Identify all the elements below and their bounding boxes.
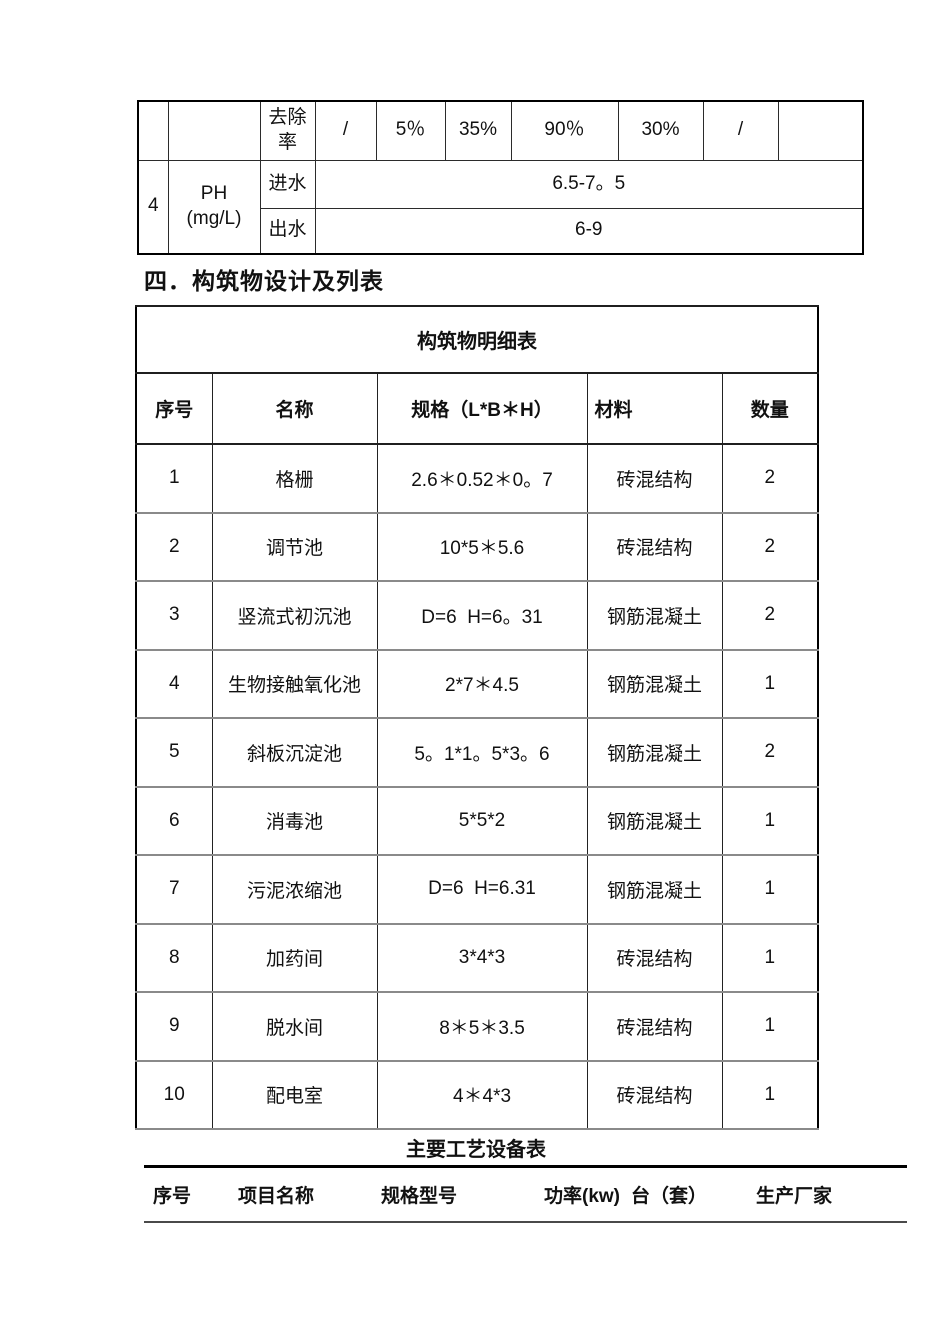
influent-value: 6.5-7。5 bbox=[314, 159, 864, 209]
equip-header-item-name: 项目名称 bbox=[238, 1186, 315, 1207]
table-row: 7 污泥浓缩池 D=6 H=6.31 钢筋混凝土 1 bbox=[135, 854, 819, 925]
removal-rate-value: 90％ bbox=[510, 100, 619, 161]
cell-no: 6 bbox=[135, 785, 213, 856]
removal-rate-value: 5％ bbox=[375, 100, 446, 161]
table-row: 8 加药间 3*4*3 砖混结构 1 bbox=[135, 922, 819, 993]
parameter-cell: PH (mg/L) bbox=[167, 159, 261, 255]
cell-spec: 8＊5＊3.5 bbox=[376, 991, 588, 1062]
cell-spec: 10*5＊5.6 bbox=[376, 511, 588, 582]
equip-header-no: 序号 bbox=[153, 1186, 192, 1207]
cell-material: 砖混结构 bbox=[586, 991, 723, 1062]
removal-rate-value: / bbox=[702, 100, 779, 161]
table-row: 2 调节池 10*5＊5.6 砖混结构 2 bbox=[135, 511, 819, 582]
table-cell bbox=[777, 100, 864, 161]
cell-spec: 2.6＊0.52＊0。7 bbox=[376, 443, 588, 514]
table-row: 4 PH (mg/L) 进水 6.5-7。5 bbox=[137, 159, 864, 255]
cell-material: 砖混结构 bbox=[586, 922, 723, 993]
table-row: 去除率 / 5％ 35% 90％ 30% / bbox=[137, 100, 864, 161]
influent-label: 进水 bbox=[259, 159, 316, 209]
cell-spec: 5。1*1。5*3。6 bbox=[376, 717, 588, 788]
table-row: 出水 6-9 bbox=[138, 207, 864, 255]
cell-qty: 2 bbox=[721, 717, 819, 788]
column-header-qty: 数量 bbox=[721, 372, 819, 445]
cell-qty: 2 bbox=[721, 580, 819, 651]
cell-no: 5 bbox=[135, 717, 213, 788]
cell-name: 格栅 bbox=[211, 443, 378, 514]
table-row: 5 斜板沉淀池 5。1*1。5*3。6 钢筋混凝土 2 bbox=[135, 717, 819, 788]
table-header-row: 序号 名称 规格（L*B＊H） 材料 数量 bbox=[135, 372, 819, 445]
cell-qty: 1 bbox=[721, 785, 819, 856]
section-heading: 四．构筑物设计及列表 bbox=[144, 268, 384, 294]
equip-header-manufacturer: 生产厂家 bbox=[756, 1186, 833, 1207]
cell-no: 9 bbox=[135, 991, 213, 1062]
cell-qty: 1 bbox=[721, 922, 819, 993]
column-header-no: 序号 bbox=[135, 372, 213, 445]
cell-spec: 4＊4*3 bbox=[376, 1059, 588, 1130]
table-row: 6 消毒池 5*5*2 钢筋混凝土 1 bbox=[135, 785, 819, 856]
removal-rate-value: / bbox=[314, 100, 377, 161]
cell-name: 调节池 bbox=[211, 511, 378, 582]
water-quality-table: 去除率 / 5％ 35% 90％ 30% / 4 PH (mg/L) 进水 6.… bbox=[137, 100, 864, 255]
cell-no: 7 bbox=[135, 854, 213, 925]
table-row: 3 竖流式初沉池 D=6 H=6。31 钢筋混凝土 2 bbox=[135, 580, 819, 651]
cell-spec: D=6 H=6。31 bbox=[376, 580, 588, 651]
table-cell bbox=[167, 100, 261, 161]
row-index-cell: 4 bbox=[137, 159, 169, 255]
table-row: 1 格栅 2.6＊0.52＊0。7 砖混结构 2 bbox=[135, 443, 819, 514]
table-row: 10 配电室 4＊4*3 砖混结构 1 bbox=[135, 1059, 819, 1130]
cell-qty: 1 bbox=[721, 991, 819, 1062]
equipment-table-header-row: 序号 项目名称 规格型号 功率(kw) 台（套） 生产厂家 bbox=[144, 1165, 907, 1223]
cell-name: 斜板沉淀池 bbox=[211, 717, 378, 788]
cell-qty: 2 bbox=[721, 443, 819, 514]
cell-no: 4 bbox=[135, 648, 213, 719]
cell-material: 钢筋混凝土 bbox=[586, 717, 723, 788]
cell-material: 钢筋混凝土 bbox=[586, 854, 723, 925]
cell-no: 2 bbox=[135, 511, 213, 582]
column-header-material: 材料 bbox=[586, 372, 723, 445]
removal-rate-value: 35% bbox=[444, 100, 512, 161]
cell-qty: 2 bbox=[721, 511, 819, 582]
cell-spec: 5*5*2 bbox=[376, 785, 588, 856]
cell-name: 竖流式初沉池 bbox=[211, 580, 378, 651]
cell-name: 生物接触氧化池 bbox=[211, 648, 378, 719]
cell-name: 脱水间 bbox=[211, 991, 378, 1062]
removal-rate-label: 去除率 bbox=[259, 100, 316, 161]
cell-material: 钢筋混凝土 bbox=[586, 785, 723, 856]
table-title-row: 构筑物明细表 bbox=[135, 305, 819, 374]
structures-table: 构筑物明细表 序号 名称 规格（L*B＊H） 材料 数量 1 格栅 2.6＊0.… bbox=[135, 305, 820, 1130]
cell-qty: 1 bbox=[721, 854, 819, 925]
column-header-spec: 规格（L*B＊H） bbox=[376, 372, 588, 445]
cell-spec: 3*4*3 bbox=[376, 922, 588, 993]
effluent-label: 出水 bbox=[259, 207, 316, 255]
cell-name: 加药间 bbox=[211, 922, 378, 993]
cell-material: 钢筋混凝土 bbox=[586, 580, 723, 651]
equip-header-units: 台（套） bbox=[631, 1186, 708, 1207]
cell-spec: D=6 H=6.31 bbox=[376, 854, 588, 925]
cell-no: 1 bbox=[135, 443, 213, 514]
effluent-value: 6-9 bbox=[314, 207, 864, 255]
cell-no: 10 bbox=[135, 1059, 213, 1130]
cell-name: 污泥浓缩池 bbox=[211, 854, 378, 925]
equip-header-power: 功率(kw) bbox=[544, 1186, 621, 1207]
equip-header-model: 规格型号 bbox=[381, 1186, 458, 1207]
cell-qty: 1 bbox=[721, 648, 819, 719]
cell-no: 8 bbox=[135, 922, 213, 993]
cell-material: 砖混结构 bbox=[586, 511, 723, 582]
cell-material: 钢筋混凝土 bbox=[586, 648, 723, 719]
cell-spec: 2*7＊4.5 bbox=[376, 648, 588, 719]
cell-qty: 1 bbox=[721, 1059, 819, 1130]
table-row: 4 生物接触氧化池 2*7＊4.5 钢筋混凝土 1 bbox=[135, 648, 819, 719]
cell-material: 砖混结构 bbox=[586, 1059, 723, 1130]
cell-name: 消毒池 bbox=[211, 785, 378, 856]
table-row: 9 脱水间 8＊5＊3.5 砖混结构 1 bbox=[135, 991, 819, 1062]
cell-no: 3 bbox=[135, 580, 213, 651]
cell-material: 砖混结构 bbox=[586, 443, 723, 514]
removal-rate-value: 30% bbox=[617, 100, 704, 161]
column-header-name: 名称 bbox=[211, 372, 378, 445]
table-title: 构筑物明细表 bbox=[135, 305, 819, 374]
table-cell bbox=[137, 100, 169, 161]
equipment-table-title: 主要工艺设备表 bbox=[406, 1139, 546, 1161]
cell-name: 配电室 bbox=[211, 1059, 378, 1130]
